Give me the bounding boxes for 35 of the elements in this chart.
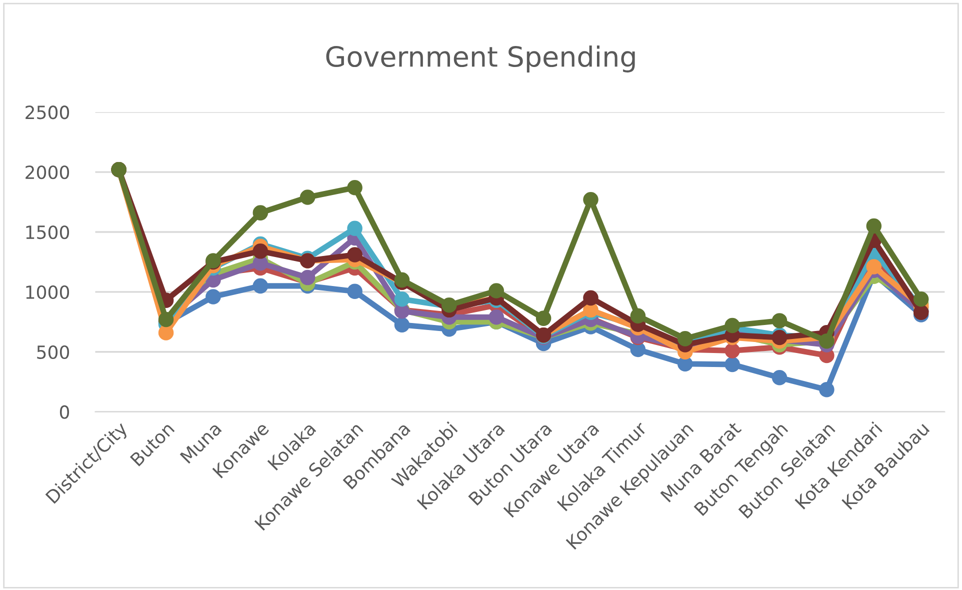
point — [488, 309, 504, 325]
point — [819, 382, 834, 398]
point — [677, 331, 693, 346]
chart-title: Government Spending — [326, 46, 635, 72]
point — [772, 313, 788, 328]
point — [630, 308, 646, 324]
point — [772, 370, 788, 386]
y-tick-label: 1500 — [26, 225, 70, 240]
y-tick-label: 0 — [60, 405, 70, 419]
point — [252, 244, 268, 259]
point — [252, 278, 268, 294]
point — [394, 291, 410, 307]
y-tick-label: 2000 — [26, 166, 70, 180]
point — [583, 192, 598, 208]
y-tick-label: 2500 — [26, 106, 70, 120]
point — [866, 218, 882, 234]
point — [913, 291, 929, 307]
point — [583, 290, 598, 306]
point — [300, 270, 316, 286]
point — [347, 247, 362, 262]
point — [724, 356, 740, 372]
point — [724, 318, 740, 334]
y-tick-label: 500 — [37, 345, 70, 359]
point — [347, 180, 362, 196]
point — [158, 325, 174, 340]
point — [347, 284, 362, 299]
point — [300, 190, 316, 205]
point — [347, 220, 362, 236]
point — [536, 310, 552, 326]
point — [206, 289, 221, 304]
point — [724, 343, 740, 358]
point — [252, 205, 268, 220]
y-tick-label: 1000 — [26, 285, 70, 300]
point — [394, 317, 410, 333]
point — [866, 259, 882, 274]
